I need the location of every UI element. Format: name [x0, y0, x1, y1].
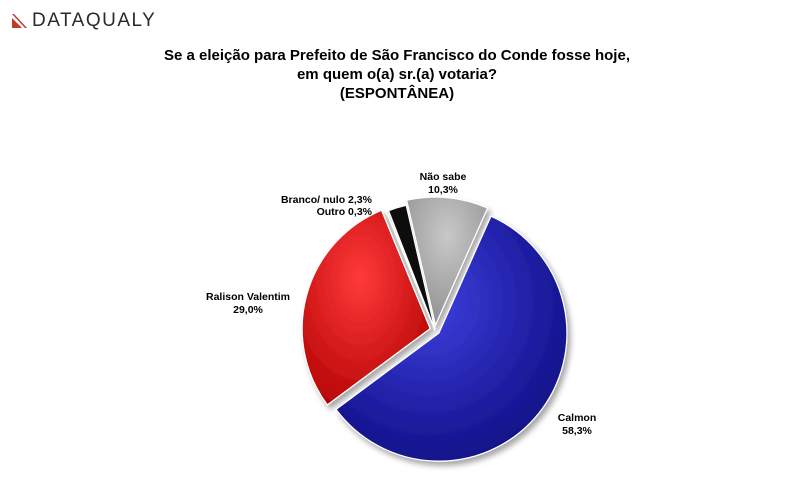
label-calmon: Calmon: [558, 412, 597, 424]
chart-title: Se a eleição para Prefeito de São Franci…: [0, 46, 794, 103]
value-calmon: 58,3%: [562, 425, 592, 437]
brand-logo: DATAQUALY: [10, 10, 156, 32]
value-nao-sabe: 10,3%: [428, 184, 458, 196]
label-ralison-valentim: Ralison Valentim: [206, 291, 290, 303]
pie-slice-ralison-valentim: [301, 209, 431, 406]
dataqualy-logo-icon: [12, 14, 27, 28]
chart-title-line-2: em quem o(a) sr.(a) votaria?: [296, 66, 498, 83]
value-ralison-valentim: 29,0%: [233, 304, 263, 316]
label-branco-nulo: Branco/ nulo 2,3%: [281, 194, 373, 206]
pie-slice-n-o-sabe: [405, 196, 489, 327]
pie-slice-branco-nulo: [387, 204, 436, 331]
label-nao-sabe: Não sabe: [420, 171, 467, 183]
chart-title-line-1: Se a eleição para Prefeito de São Franci…: [164, 47, 630, 64]
pie-slice-calmon: [335, 215, 568, 462]
label-outro: Outro 0,3%: [317, 206, 373, 218]
chart-title-line-3: (ESPONTÂNEA): [339, 85, 455, 102]
brand-name: DATAQUALY: [32, 10, 157, 31]
